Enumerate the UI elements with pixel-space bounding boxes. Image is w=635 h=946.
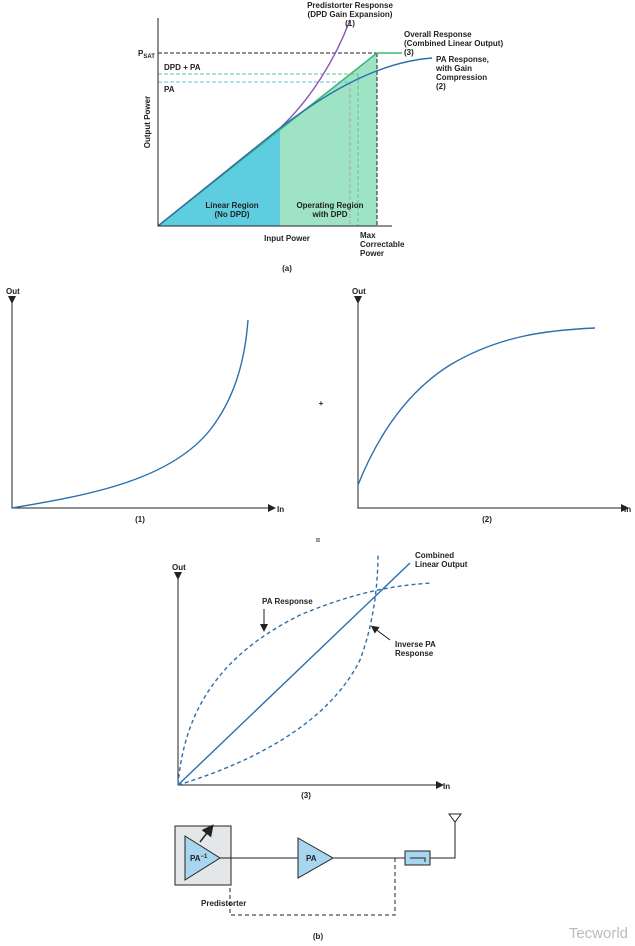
label: PA [306, 854, 317, 863]
adjust-arrow [199, 824, 214, 843]
label: DPD + PA [164, 63, 201, 72]
overall-curve [157, 52, 402, 227]
label: Combined [415, 551, 454, 560]
panel-3: Out In PA Response Combined Linear Outpu… [172, 551, 468, 800]
axes [174, 572, 444, 789]
label: Overall Response [404, 30, 472, 39]
antenna [430, 813, 462, 859]
label: Operating Region [296, 201, 363, 210]
label: (2) [436, 82, 446, 91]
combined-line [177, 562, 411, 786]
axis-label: Out [6, 287, 20, 296]
label: Linear Region [205, 201, 258, 210]
label: Inverse PA [395, 640, 436, 649]
label: (Combined Linear Output) [404, 39, 503, 48]
axis-label: Out [352, 287, 366, 296]
watermark: Tecworld [569, 925, 628, 942]
pa-curve [157, 57, 433, 227]
caption: (b) [313, 932, 324, 941]
operator: + [319, 399, 324, 408]
label: (1) [345, 19, 355, 28]
label: SAT [143, 54, 155, 60]
panel-b: PA−1 PA Predistorter (b) [174, 813, 462, 941]
panel-1: Out In (1) [6, 287, 284, 524]
label: Predistorter Response [307, 1, 393, 10]
coupler-line [410, 857, 426, 862]
label: PA Response [262, 597, 313, 606]
label: (3) [404, 48, 414, 57]
caption: (1) [135, 515, 145, 524]
psat-label: PSAT [138, 49, 155, 60]
axis-label: In [443, 782, 450, 791]
axis-label: Output Power [143, 96, 152, 148]
axis-label: In [624, 505, 631, 514]
caption: (3) [301, 791, 311, 800]
label: −1 [201, 854, 209, 860]
curve [11, 319, 249, 509]
caption: (2) [482, 515, 492, 524]
caption: (a) [282, 264, 292, 273]
label: Linear Output [415, 560, 468, 569]
label: Compression [436, 73, 487, 82]
predistorter-block: PA−1 [190, 854, 208, 863]
operator: = [316, 536, 321, 545]
label: Power [360, 249, 384, 258]
label: P [138, 49, 144, 58]
label: Predistorter [201, 899, 246, 908]
label: Correctable [360, 240, 405, 249]
label: Response [395, 649, 434, 658]
pa-curve [177, 582, 433, 786]
label: PA [190, 854, 201, 863]
arrow [370, 625, 391, 641]
label: (DPD Gain Expansion) [308, 10, 393, 19]
axis-label: Input Power [264, 234, 310, 243]
operating-region [280, 53, 377, 226]
label: PA Response, [436, 55, 489, 64]
label: with Gain [435, 64, 472, 73]
curve [357, 327, 596, 486]
predistorter-amp [184, 835, 221, 881]
label: (No DPD) [214, 210, 249, 219]
axes [157, 18, 392, 227]
axis-label: Out [172, 563, 186, 572]
axes [354, 296, 629, 512]
feedback [229, 858, 396, 916]
label: PA [164, 85, 175, 94]
axis-label: In [277, 505, 284, 514]
label: Max [360, 231, 376, 240]
inverse-curve [177, 552, 379, 786]
panel-2: Out In (2) [352, 287, 631, 524]
label: with DPD [311, 210, 347, 219]
pa-amp [297, 837, 335, 879]
panel-a: Predistorter Response (DPD Gain Expansio… [138, 1, 503, 273]
